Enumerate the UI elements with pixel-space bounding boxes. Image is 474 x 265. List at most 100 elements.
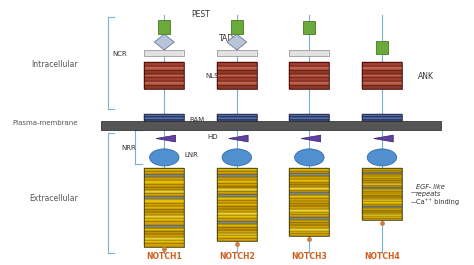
Bar [290,211,329,214]
Bar [362,208,402,210]
Bar [217,177,257,180]
Bar [217,62,257,66]
Bar [217,62,257,89]
Bar [362,174,402,176]
Bar [144,231,184,234]
Bar [362,119,402,121]
Bar [217,114,257,116]
Bar [290,217,329,220]
Bar [362,218,402,220]
Bar [362,191,402,193]
Bar [144,81,184,85]
Bar [290,117,329,119]
Bar [144,171,184,174]
Bar [144,116,184,117]
Bar [362,212,402,214]
Text: PEST: PEST [191,10,210,19]
Bar [362,195,402,197]
Bar [217,235,257,238]
Bar [144,62,184,66]
Bar [290,50,329,56]
Ellipse shape [367,149,397,166]
Bar [217,66,257,70]
Bar [217,218,257,221]
Bar [290,77,329,81]
Text: Ca⁺⁺ binding: Ca⁺⁺ binding [416,199,459,205]
Bar [362,201,402,204]
Bar [290,114,329,121]
Bar [144,119,184,121]
Bar [217,168,257,171]
Bar [290,225,329,228]
Bar [290,70,329,73]
Bar [217,119,257,121]
Text: HD: HD [207,134,218,140]
Bar [362,180,402,183]
Text: TAD: TAD [219,34,234,43]
Text: NRR: NRR [121,145,136,151]
Text: NOTCH3: NOTCH3 [292,252,327,261]
Bar [217,224,257,227]
Bar [144,77,184,81]
Bar [362,193,402,195]
Text: NOTCH2: NOTCH2 [219,252,255,261]
Bar [144,70,184,73]
Bar [362,170,402,172]
Bar [290,168,329,171]
Bar [290,73,329,77]
Bar [217,171,257,174]
Bar [362,187,402,189]
Bar [144,177,184,180]
Bar [362,62,402,66]
Bar [144,190,184,193]
Bar [290,198,329,201]
Bar [144,240,184,244]
Bar [290,85,329,89]
Bar [362,178,402,180]
Bar [144,234,184,237]
Bar [290,171,329,173]
Bar [290,179,329,182]
Bar [144,66,184,70]
Bar [217,168,257,241]
Bar [144,193,184,196]
Text: ANK: ANK [418,72,434,81]
Polygon shape [154,34,174,50]
Polygon shape [374,135,393,142]
Bar [217,191,257,194]
Bar [362,114,402,121]
Bar [290,119,329,121]
Bar [144,50,184,56]
Bar [290,192,329,195]
Bar [290,190,329,192]
Bar [290,168,329,236]
Bar [144,184,184,187]
Bar [217,232,257,235]
Bar [144,224,184,228]
Bar [290,187,329,190]
Bar [217,114,257,121]
Bar [217,188,257,191]
Bar [144,196,184,199]
Text: EGF- like
repeats: EGF- like repeats [416,184,445,197]
Ellipse shape [295,149,324,166]
Bar [144,244,184,246]
Bar [290,62,329,89]
Bar [362,210,402,212]
Polygon shape [228,135,248,142]
Bar [217,70,257,73]
Bar [290,206,329,209]
Bar [144,206,184,209]
Ellipse shape [222,149,252,166]
Text: LNR: LNR [185,152,199,158]
Bar [362,176,402,178]
Bar [362,66,402,70]
Bar [144,209,184,212]
Bar [362,216,402,218]
Bar [290,203,329,206]
Bar [217,209,257,212]
Text: NOTCH1: NOTCH1 [146,252,182,261]
Bar [144,168,184,246]
Bar [217,85,257,89]
Bar [362,85,402,89]
